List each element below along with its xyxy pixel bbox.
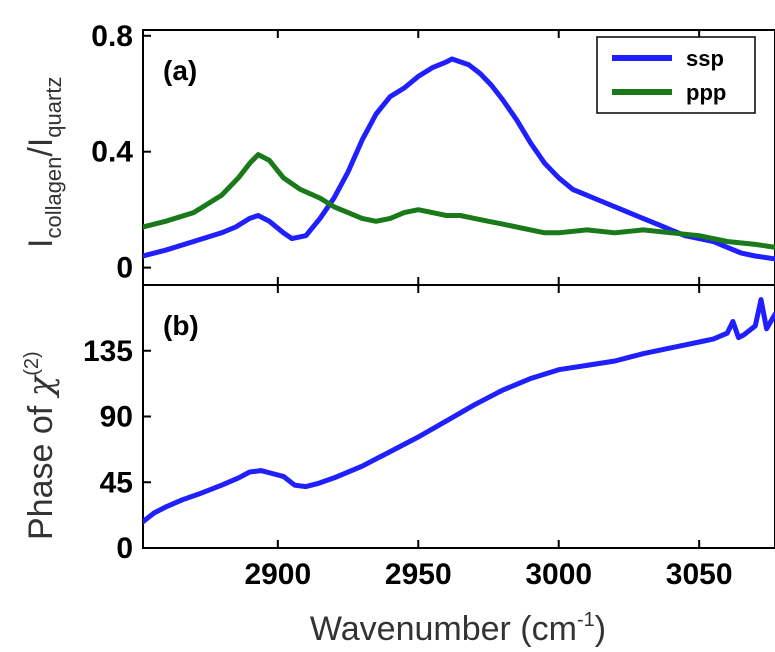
panel-a-y-axis-label: Icollagen/Iquartz (22, 77, 66, 248)
x-axis-label: Wavenumber (cm-1) (310, 609, 606, 648)
series-line-ppp (143, 152, 775, 250)
legend: ssp ppp (596, 36, 756, 114)
y-tick-label-b-3: 135 (83, 335, 133, 368)
panel-b: 0 45 90 135 2900 2950 3000 3050 (b) Phase of χ… (21, 284, 775, 648)
y-tick-label-a-0: 0 (116, 252, 133, 285)
y-tick-label-b-2: 90 (100, 401, 133, 434)
x-tick-label-0: 2900 (244, 558, 311, 591)
legend-label-ppp: ppp (686, 80, 726, 105)
panel-b-x-ticks: 2900 2950 3000 3050 (244, 285, 733, 591)
panel-b-y-ticks: 0 45 90 135 (83, 335, 151, 565)
panel-a-label: (a) (163, 55, 197, 86)
panel-b-y-axis-label: Phase of χ(2) (21, 351, 61, 540)
x-tick-label-3: 3050 (666, 558, 733, 591)
series-line-ssp (143, 56, 775, 262)
legend-label-ssp: ssp (686, 46, 724, 71)
y-tick-label-a-2: 0.8 (91, 20, 133, 53)
y-tick-label-b-1: 45 (100, 466, 133, 499)
series-line-phase-b (143, 297, 775, 525)
x-tick-label-1: 2950 (385, 558, 452, 591)
panel-a-y-ticks: 0 0.4 0.8 (91, 20, 151, 285)
panel-a-series (143, 56, 775, 262)
panel-b-series (143, 297, 775, 525)
x-tick-label-2: 3000 (525, 558, 592, 591)
y-tick-label-b-0: 0 (116, 532, 133, 565)
panel-a-x-ticks (276, 30, 701, 285)
y-tick-label-a-1: 0.4 (91, 136, 133, 169)
panel-a: 0 0.4 0.8 (a) Icollagen/Iquartz ssp ppp (22, 20, 775, 286)
panel-b-label: (b) (163, 310, 199, 341)
legend-box (596, 36, 756, 114)
